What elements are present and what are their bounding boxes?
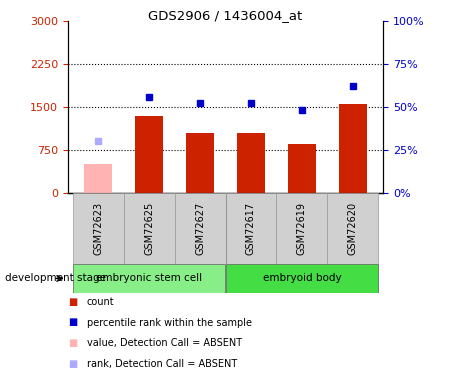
Text: GSM72625: GSM72625 [144, 202, 154, 255]
Bar [135, 116, 163, 193]
Text: rank, Detection Call = ABSENT: rank, Detection Call = ABSENT [87, 359, 237, 369]
Text: GSM72620: GSM72620 [348, 202, 358, 255]
Bar [276, 193, 327, 264]
Bar [327, 193, 378, 264]
Text: GSM72627: GSM72627 [195, 202, 205, 255]
Bar [73, 264, 226, 292]
Text: embryonic stem cell: embryonic stem cell [96, 273, 202, 284]
Bar [124, 193, 175, 264]
Text: GSM72617: GSM72617 [246, 202, 256, 255]
Text: GSM72623: GSM72623 [93, 202, 103, 255]
Bar [226, 193, 276, 264]
Text: ■: ■ [68, 297, 77, 307]
Text: percentile rank within the sample: percentile rank within the sample [87, 318, 252, 327]
Bar [73, 193, 124, 264]
Text: ■: ■ [68, 338, 77, 348]
Bar [339, 104, 367, 193]
Bar [186, 133, 214, 193]
Bar [237, 133, 265, 193]
Bar [288, 144, 316, 193]
Text: embryoid body: embryoid body [262, 273, 341, 284]
Text: count: count [87, 297, 114, 307]
Text: value, Detection Call = ABSENT: value, Detection Call = ABSENT [87, 338, 242, 348]
Text: ■: ■ [68, 359, 77, 369]
Bar [84, 164, 112, 193]
Text: GSM72619: GSM72619 [297, 202, 307, 255]
Text: GDS2906 / 1436004_at: GDS2906 / 1436004_at [148, 9, 303, 22]
Bar [175, 193, 226, 264]
Text: ■: ■ [68, 318, 77, 327]
Text: development stage: development stage [5, 273, 106, 284]
Bar [226, 264, 378, 292]
